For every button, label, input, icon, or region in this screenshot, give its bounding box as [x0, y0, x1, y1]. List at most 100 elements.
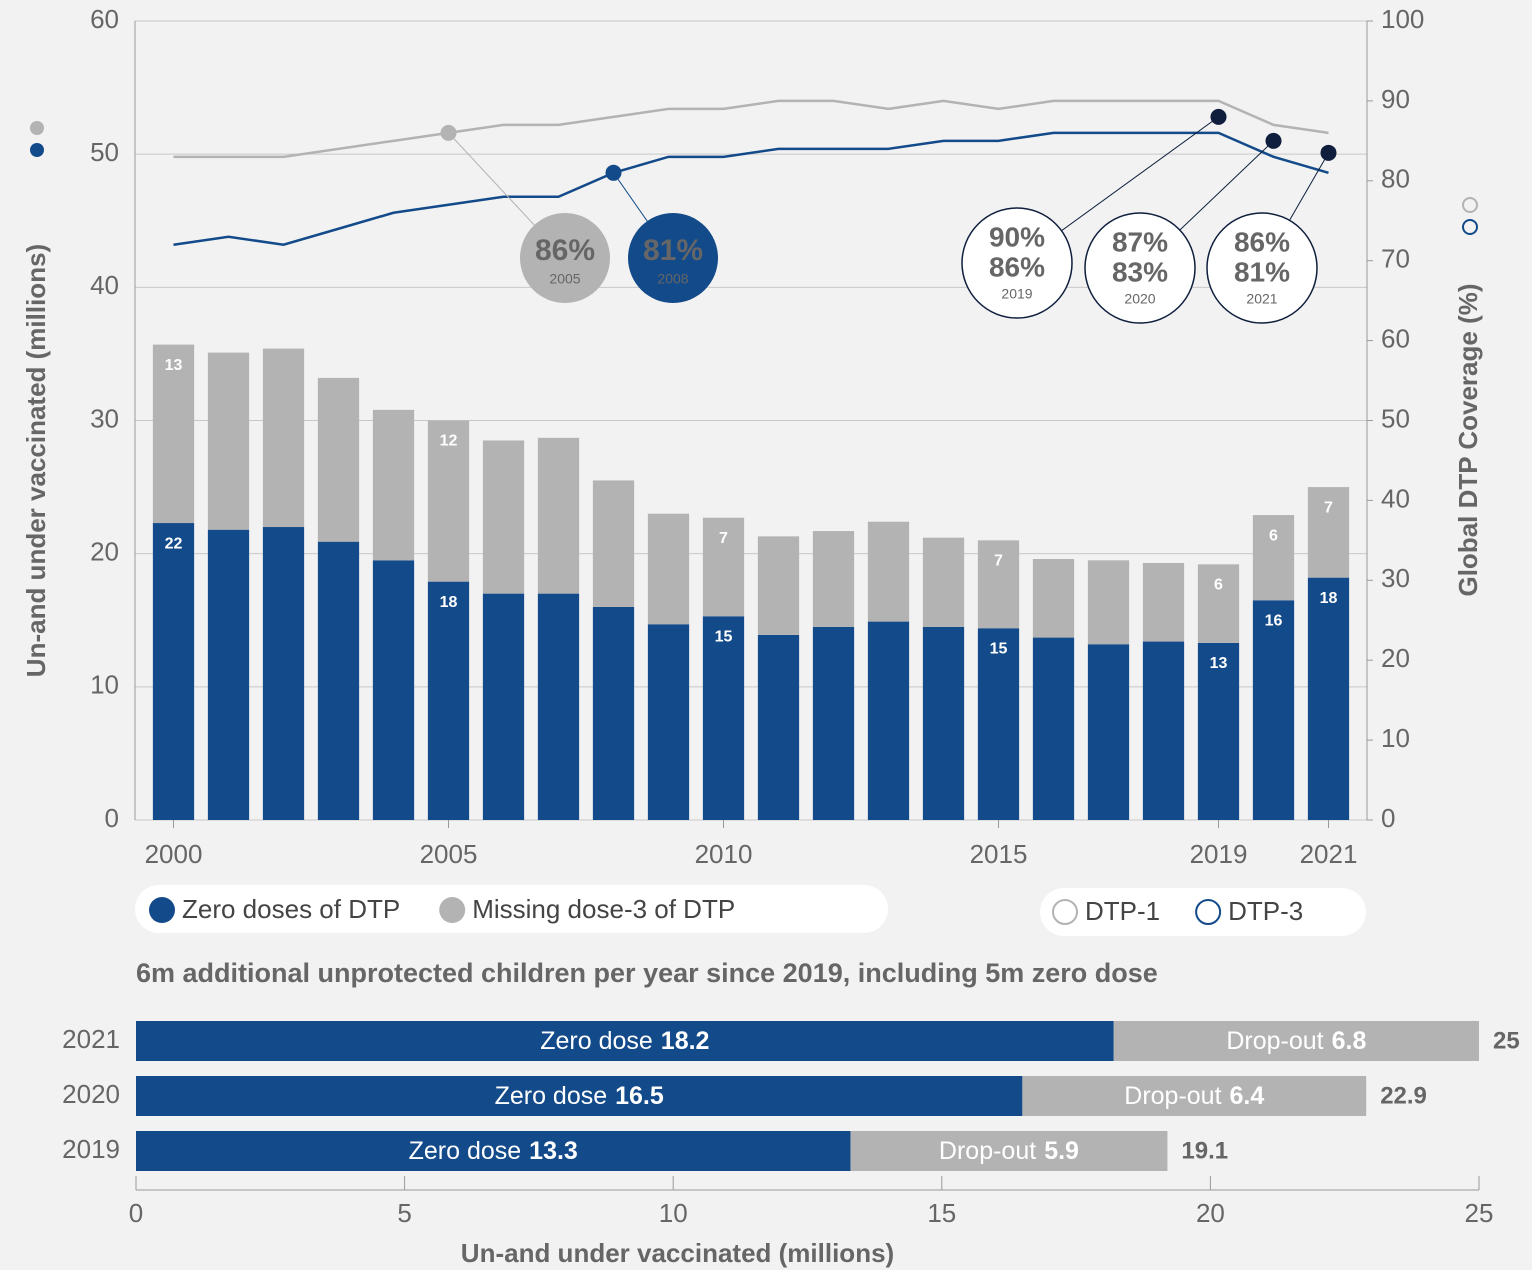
bar-segment	[592, 606, 635, 820]
segment-value: 5.9	[1044, 1137, 1079, 1165]
segment-name: Drop-out	[1226, 1027, 1323, 1055]
total-label: 22.9	[1380, 1082, 1427, 1109]
y2-tick-label: 0	[1381, 803, 1395, 833]
bar-segment	[702, 517, 745, 617]
indicator	[30, 121, 44, 135]
annotation-marker	[1210, 108, 1227, 125]
bar-segment	[812, 531, 855, 627]
bar-segment	[1087, 560, 1130, 645]
annotation-bubble	[628, 213, 718, 303]
x-tick-label: 0	[129, 1198, 143, 1228]
legend-swatch	[439, 897, 466, 923]
bar-segment	[647, 624, 690, 820]
bar-segment	[647, 513, 690, 625]
x-axis-label: Un-and under vaccinated (millions)	[461, 1238, 894, 1268]
segment-value: 13.3	[529, 1137, 578, 1165]
data-label: 7	[1324, 499, 1333, 516]
x-tick-label: 5	[397, 1198, 411, 1228]
annotation-year: 2020	[1124, 291, 1155, 307]
y2-tick-label: 60	[1381, 323, 1410, 353]
legend-label: DTP-1	[1085, 896, 1160, 926]
annotation-marker	[1320, 144, 1337, 161]
bar-segment	[1142, 562, 1185, 642]
y2-tick-label: 20	[1381, 643, 1410, 673]
y2-tick-label: 70	[1381, 244, 1410, 274]
legend-box	[135, 885, 888, 933]
legend-swatch	[149, 897, 175, 923]
y-tick-label: 10	[90, 670, 119, 700]
indicator	[1462, 197, 1478, 213]
y-tick-label: 2019	[62, 1134, 120, 1164]
bar-segment	[1307, 577, 1350, 820]
y-tick-label: 0	[105, 803, 119, 833]
data-label: 15	[715, 628, 733, 645]
y2-tick-label: 50	[1381, 403, 1410, 433]
bar-segment	[1022, 1076, 1367, 1116]
bar-segment	[537, 437, 580, 594]
annotation-bubble	[961, 207, 1073, 319]
legend-label: Zero doses of DTP	[182, 894, 400, 924]
bar-segment	[977, 540, 1020, 629]
segment-name: Drop-out	[939, 1137, 1036, 1165]
bar-segment	[1032, 558, 1075, 638]
bar-segment	[372, 560, 415, 820]
data-label: 6	[1269, 527, 1278, 544]
data-label: 16	[1265, 612, 1283, 629]
x-tick-label: 2019	[1190, 839, 1248, 869]
annotation-marker	[1265, 132, 1282, 149]
y2-tick-label: 30	[1381, 563, 1410, 593]
data-label: 22	[165, 535, 183, 552]
line	[173, 99, 1329, 159]
y2-tick-label: 80	[1381, 164, 1410, 194]
bar-segment	[1142, 641, 1185, 820]
x-tick-label: 2005	[420, 839, 478, 869]
bar-segment	[427, 420, 470, 582]
annotation-value: 81%	[643, 234, 703, 267]
bar-segment	[812, 626, 855, 820]
segment-label: Zero dose 18.2	[540, 1027, 709, 1055]
y-tick-label: 40	[90, 270, 119, 300]
bar-segment	[1197, 642, 1240, 820]
annotation-year: 2005	[549, 271, 580, 287]
data-label: 6	[1214, 577, 1223, 594]
y2-tick-label: 100	[1381, 4, 1424, 34]
data-label: 13	[1210, 655, 1228, 672]
annotation-bubble	[520, 213, 610, 303]
y-tick-label: 2021	[62, 1024, 120, 1054]
total-label: 19.1	[1181, 1137, 1228, 1164]
bar-segment	[1087, 644, 1130, 820]
bar-segment	[592, 480, 635, 607]
bar-segment	[482, 440, 525, 594]
bar-segment	[850, 1131, 1168, 1171]
bar-segment	[136, 1021, 1114, 1061]
y2-tick-label: 40	[1381, 483, 1410, 513]
data-label: 12	[440, 433, 458, 450]
bar-segment	[136, 1131, 851, 1171]
segment-label: Zero dose 16.5	[495, 1082, 664, 1110]
bar-segment	[427, 581, 470, 820]
segment-label: Drop-out 6.4	[1124, 1082, 1264, 1110]
y-tick-label: 50	[90, 137, 119, 167]
bar-segment	[1197, 564, 1240, 643]
segment-value: 16.5	[615, 1082, 664, 1110]
data-label: 7	[994, 553, 1003, 570]
bar-segment	[1252, 600, 1295, 820]
data-label: 18	[1320, 590, 1338, 607]
x-tick-label: 2010	[695, 839, 753, 869]
bar-segment	[1113, 1021, 1479, 1061]
x-tick-label: 15	[927, 1198, 956, 1228]
indicator	[1462, 219, 1478, 235]
bar-segment	[207, 352, 250, 530]
bar-segment	[702, 616, 745, 820]
y2-axis-label: Global DTP Coverage (%)	[1453, 283, 1483, 596]
bar-segment	[136, 1076, 1023, 1116]
x-tick-label: 2015	[970, 839, 1028, 869]
bar-segment	[1252, 515, 1295, 601]
segment-label: Drop-out 6.8	[1226, 1027, 1366, 1055]
bar-segment	[372, 409, 415, 561]
bar-segment	[207, 529, 250, 820]
bar-segment	[317, 377, 360, 542]
annotation-value: 87%	[1112, 226, 1168, 257]
y-tick-label: 30	[90, 403, 119, 433]
legend-swatch	[1195, 899, 1222, 925]
